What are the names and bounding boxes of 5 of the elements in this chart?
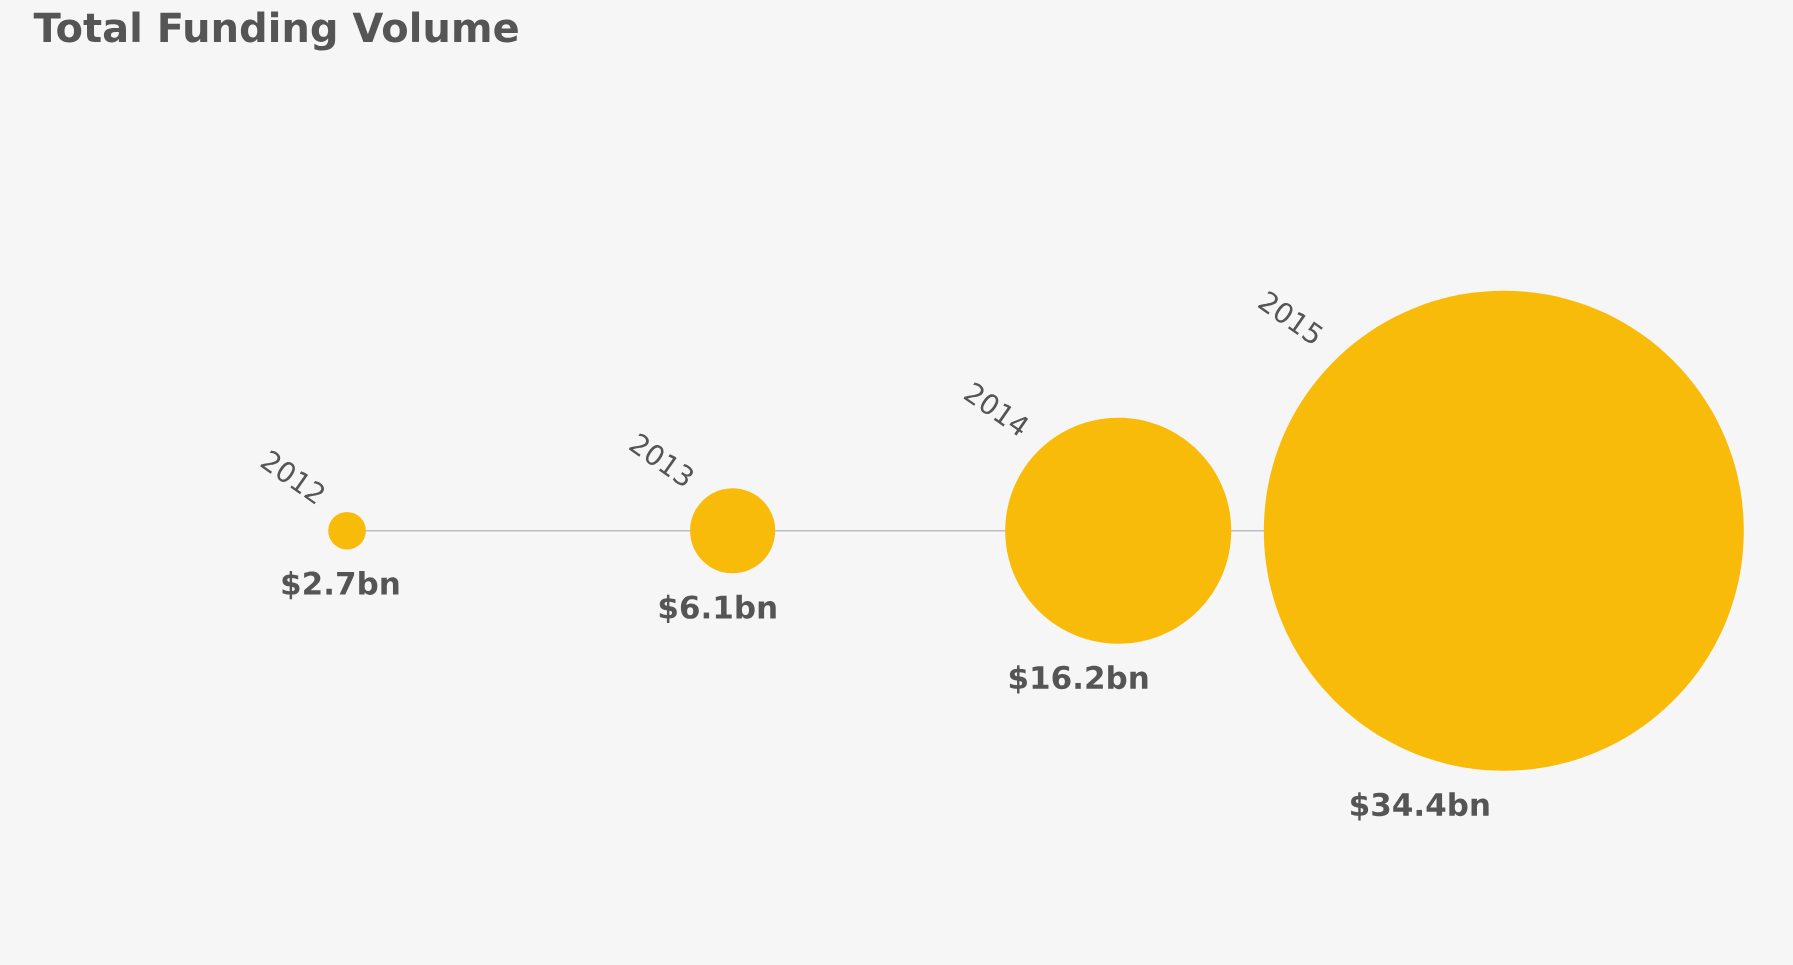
data-label: $6.1bn: [659, 594, 776, 623]
text: Total Funding Volume: [33, 11, 518, 51]
data-label: $34.4bn: [1351, 792, 1489, 821]
data-label: $2.7bn: [282, 571, 399, 600]
data-label: $16.2bn: [1009, 665, 1148, 694]
